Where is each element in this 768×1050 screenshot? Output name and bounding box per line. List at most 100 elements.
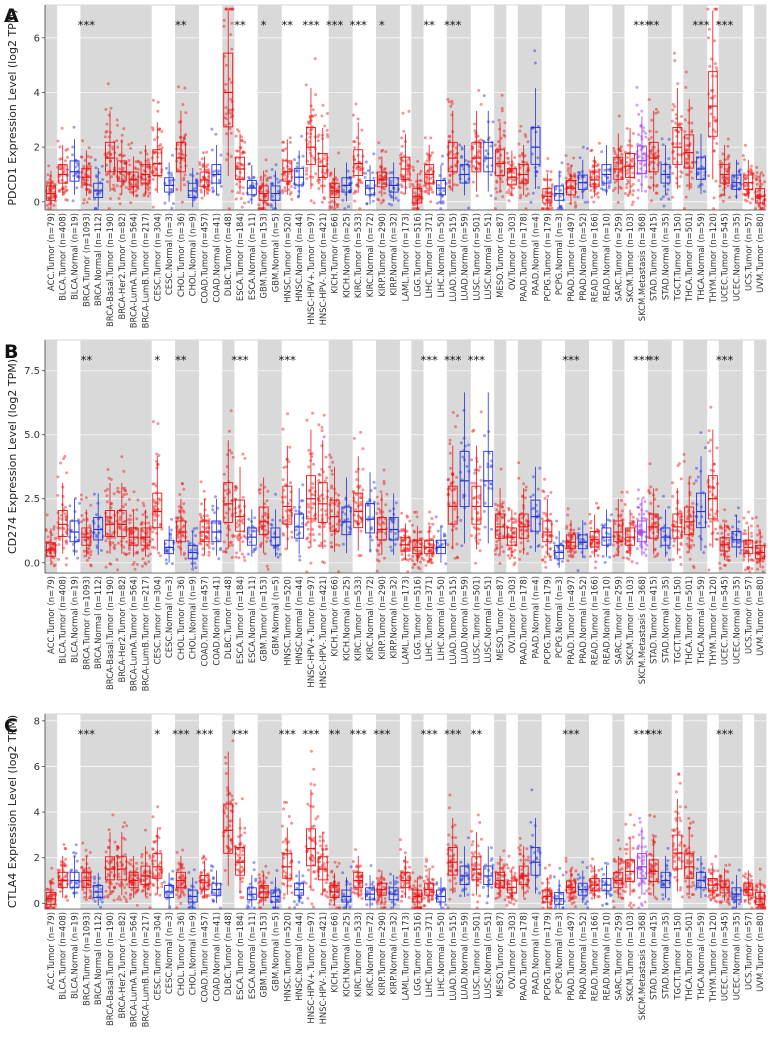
data-point bbox=[82, 858, 85, 861]
data-point bbox=[208, 551, 211, 554]
data-point bbox=[429, 200, 432, 203]
data-point bbox=[569, 202, 572, 205]
data-point bbox=[53, 196, 56, 199]
data-point bbox=[341, 199, 344, 202]
data-point bbox=[48, 197, 51, 200]
x-tick-label: CHOL.Tumor (n=36) bbox=[176, 213, 186, 297]
data-point bbox=[705, 521, 708, 524]
data-point bbox=[722, 200, 725, 203]
data-point bbox=[666, 188, 669, 191]
data-point bbox=[364, 176, 367, 179]
data-point bbox=[121, 178, 124, 181]
data-point bbox=[214, 133, 217, 136]
data-point bbox=[237, 519, 240, 522]
data-point bbox=[307, 122, 310, 125]
data-point bbox=[691, 122, 694, 125]
data-point bbox=[202, 151, 205, 154]
x-tick-label: OV.Tumor (n=303) bbox=[507, 576, 517, 653]
data-point bbox=[744, 199, 747, 202]
data-point bbox=[225, 117, 228, 120]
data-point bbox=[265, 158, 268, 161]
data-point bbox=[116, 568, 119, 571]
data-point bbox=[615, 554, 618, 557]
data-point bbox=[56, 494, 59, 497]
data-point bbox=[592, 201, 595, 204]
data-point bbox=[328, 466, 331, 469]
data-point bbox=[496, 191, 499, 194]
data-point bbox=[448, 135, 451, 138]
data-point bbox=[266, 565, 269, 568]
data-point bbox=[80, 494, 83, 497]
data-point bbox=[81, 866, 84, 869]
data-point bbox=[626, 156, 629, 159]
data-point bbox=[230, 48, 233, 51]
data-point bbox=[460, 146, 463, 149]
data-point bbox=[178, 152, 181, 155]
data-point bbox=[750, 532, 753, 535]
data-point bbox=[650, 176, 653, 179]
data-point bbox=[745, 522, 748, 525]
data-point bbox=[673, 523, 676, 526]
data-point bbox=[577, 569, 580, 572]
data-point bbox=[343, 207, 346, 210]
data-point bbox=[313, 539, 316, 542]
data-point bbox=[647, 138, 650, 141]
data-point bbox=[627, 194, 630, 197]
data-point bbox=[508, 557, 511, 560]
data-point bbox=[709, 439, 712, 442]
data-point bbox=[155, 532, 158, 535]
x-tick-label: MESO.Tumor (n=87) bbox=[495, 213, 505, 298]
data-point bbox=[553, 542, 556, 545]
significance-mark: * bbox=[261, 18, 267, 32]
data-point bbox=[659, 516, 662, 519]
data-point bbox=[71, 519, 74, 522]
data-point bbox=[179, 147, 182, 150]
data-point bbox=[369, 535, 372, 538]
data-point bbox=[122, 505, 125, 508]
y-tick-label: 8 bbox=[34, 716, 40, 727]
data-point bbox=[247, 518, 250, 521]
data-point bbox=[225, 8, 228, 11]
data-point bbox=[715, 142, 718, 145]
data-point bbox=[94, 166, 97, 169]
data-point bbox=[364, 172, 367, 175]
data-point bbox=[638, 513, 641, 516]
data-point bbox=[688, 491, 691, 494]
data-point bbox=[76, 860, 79, 863]
data-point bbox=[413, 530, 416, 533]
data-point bbox=[680, 115, 683, 118]
data-point bbox=[478, 145, 481, 148]
data-point bbox=[603, 539, 606, 542]
data-point bbox=[147, 195, 150, 198]
x-tick-label: BRCA-Basal.Tumor (n=190) bbox=[105, 213, 115, 327]
data-point bbox=[170, 174, 173, 177]
data-point bbox=[345, 498, 348, 501]
data-point bbox=[499, 190, 502, 193]
data-point bbox=[282, 466, 285, 469]
data-point bbox=[230, 112, 233, 115]
significance-mark: *** bbox=[716, 353, 734, 367]
data-point bbox=[663, 530, 666, 533]
data-point bbox=[589, 527, 592, 530]
data-point bbox=[689, 186, 692, 189]
data-point bbox=[514, 521, 517, 524]
data-point bbox=[271, 519, 274, 522]
data-point bbox=[307, 546, 310, 549]
data-point bbox=[640, 110, 643, 113]
data-point bbox=[321, 493, 324, 496]
data-point bbox=[636, 197, 639, 200]
data-point bbox=[165, 558, 168, 561]
data-point bbox=[604, 188, 607, 191]
data-point bbox=[635, 524, 638, 527]
x-tick-label: UVM.Tumor (n=80) bbox=[755, 213, 765, 293]
data-point bbox=[121, 134, 124, 137]
data-point bbox=[105, 131, 108, 134]
data-point bbox=[108, 144, 111, 147]
data-point bbox=[485, 149, 488, 152]
x-tick-label: LUAD.Tumor (n=515) bbox=[448, 576, 458, 665]
data-point bbox=[724, 564, 727, 567]
x-tick-label: CESC.Tumor (n=304) bbox=[152, 576, 162, 664]
x-tick-label: CESC.Normal (n=3) bbox=[164, 213, 174, 295]
data-point bbox=[235, 551, 238, 554]
data-point bbox=[597, 547, 600, 550]
